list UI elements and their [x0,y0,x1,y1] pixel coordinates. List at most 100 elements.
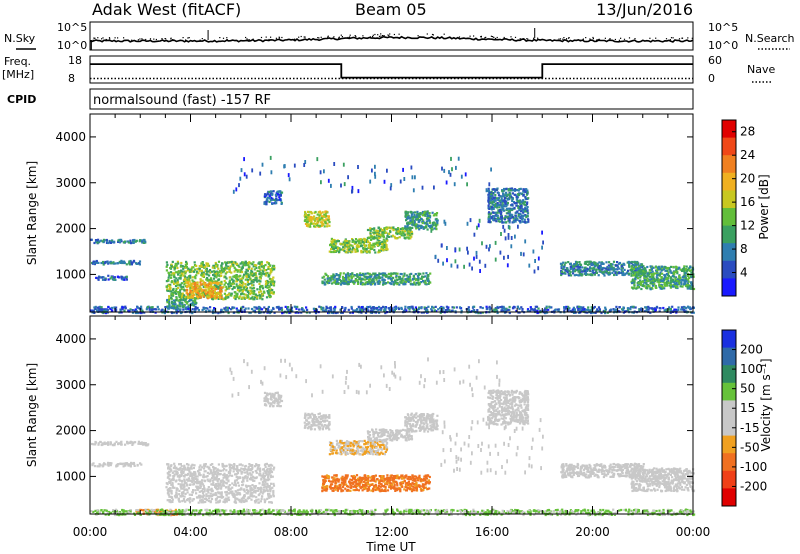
scatter-cell [369,229,372,232]
scatter-cell [594,263,597,266]
scatter-cell [201,261,204,264]
scatter-cell [500,211,503,214]
scatter-cell [188,285,191,288]
scatter-cell [191,279,194,282]
scatter-cell [513,193,516,196]
scatter-cell [232,286,236,289]
scatter-cell [397,230,400,233]
scatter-cell [278,196,281,199]
scatter-cell [676,270,679,273]
scatter-cell [258,270,261,273]
scatter-cell [497,216,500,219]
scatter-cell [592,261,595,264]
scatter-cell [514,218,517,221]
scatter-speckle [503,228,506,233]
scatter-cell [364,278,367,281]
scatter-cell [686,282,689,285]
scatter-cell [246,280,249,283]
scatter-cell [686,268,689,271]
scatter-cell [279,191,282,194]
noise-search-point [431,33,434,36]
scatter-cell [201,279,204,282]
scatter-cell [374,276,377,279]
noise-search-point [281,36,283,39]
noise-search-point [377,34,379,36]
scatter-cell [224,272,227,275]
scatter-cell [646,277,649,280]
scatter-cell [399,232,402,235]
scatter-cell [327,310,330,313]
scatter-cell [374,282,377,285]
scatter-cell [516,306,519,309]
scatter-cell [215,296,219,299]
scatter-cell [569,265,573,269]
scatter-cell [684,310,687,313]
scatter-cell [479,306,482,309]
scatter-cell [323,215,326,218]
scatter-cell [392,226,395,229]
scatter-cell [526,212,530,215]
scatter-cell [367,240,370,244]
scatter-cell [593,273,596,276]
scatter-cell [254,293,257,296]
scatter-cell [666,276,669,279]
noise-search-point [492,36,494,38]
scatter-cell [413,281,416,284]
scatter-cell [360,306,364,309]
scatter-cell [238,278,241,281]
scatter-cell [213,291,216,294]
scatter-cell [238,265,241,268]
scatter-cell [536,309,539,313]
scatter-cell [633,261,636,264]
scatter-cell [264,272,268,275]
scatter-cell [239,274,242,277]
scatter-cell [251,290,254,293]
scatter-cell [376,242,379,245]
scatter-cell [429,214,432,217]
scatter-cell [258,305,261,309]
scatter-cell [379,233,382,236]
scatter-cell [220,282,223,286]
scatter-cell [196,267,199,271]
scatter-cell [223,292,226,295]
scatter-cell [270,283,273,287]
scatter-cell [406,225,409,228]
scatter-cell [573,274,576,277]
scatter-cell [240,279,243,282]
scatter-cell [185,291,188,295]
scatter-cell [220,286,223,289]
scatter-cell [175,309,178,313]
scatter-cell [359,307,362,310]
scatter-cell [270,278,273,281]
scatter-cell [488,195,492,199]
scatter-cell [645,309,648,312]
scatter-cell [349,273,352,276]
scatter-cell [634,306,637,309]
scatter-cell [276,190,279,194]
scatter-cell [217,312,220,315]
scatter-cell [304,218,307,221]
scatter-speckle [510,236,513,240]
scatter-cell [517,206,520,210]
scatter-cell [215,282,218,285]
noise-search-point [585,37,587,39]
scatter-cell [489,199,493,202]
scatter-cell [487,198,490,201]
scatter-cell [511,216,514,219]
scatter-cell [657,268,660,271]
scatter-cell [524,208,527,211]
scatter-cell [507,212,510,215]
scatter-cell [291,310,294,313]
scatter-cell [345,244,348,247]
scatter-cell [417,283,420,286]
scatter-cell [230,260,233,264]
scatter-cell [242,262,245,265]
scatter-cell [170,276,173,279]
scatter-cell [183,294,186,297]
scatter-speckle [466,182,468,187]
scatter-cell [250,307,254,311]
scatter-cell [674,277,677,280]
scatter-cell [262,270,265,273]
scatter-speckle [383,179,386,184]
scatter-cell [447,310,450,313]
